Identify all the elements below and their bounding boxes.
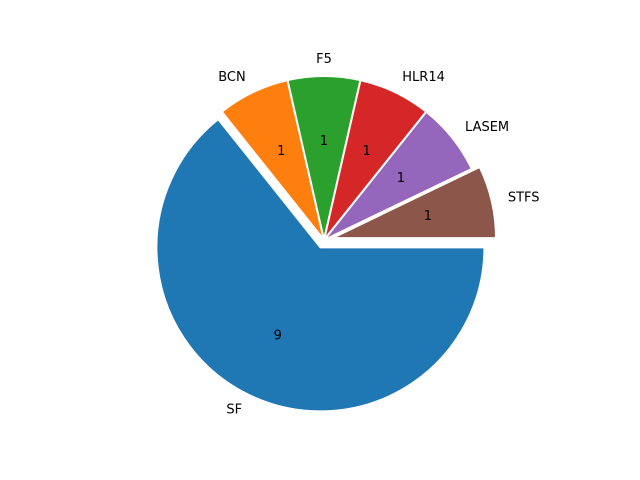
category-label-lasem: LASEM bbox=[465, 120, 509, 135]
pie-slice-sf bbox=[155, 118, 486, 413]
value-label-stfs: 1 bbox=[424, 209, 432, 224]
value-label-f5: 1 bbox=[320, 134, 328, 149]
value-label-bcn: 1 bbox=[277, 144, 285, 159]
category-label-stfs: STFS bbox=[508, 191, 540, 206]
category-label-sf: SF bbox=[226, 402, 242, 417]
value-label-sf: 9 bbox=[274, 329, 282, 344]
value-label-lasem: 1 bbox=[397, 171, 405, 186]
pie-labels: 9 SF 1 BCN 1 F5 1 HLR14 1 LASEM 1 STFS bbox=[218, 52, 539, 417]
value-label-hlr14: 1 bbox=[363, 144, 371, 159]
category-label-hlr14: HLR14 bbox=[402, 70, 445, 85]
category-label-f5: F5 bbox=[316, 52, 332, 67]
category-label-bcn: BCN bbox=[218, 70, 246, 85]
pie-slices bbox=[155, 75, 497, 413]
pie-slice-lasem bbox=[323, 110, 473, 241]
pie-slice-stfs bbox=[330, 166, 497, 240]
